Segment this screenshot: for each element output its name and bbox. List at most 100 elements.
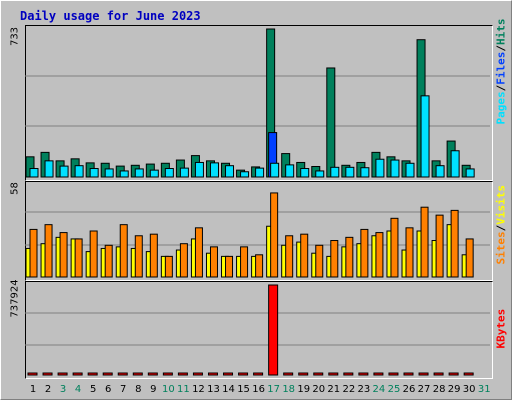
pages-bar-28 xyxy=(435,165,445,178)
pages-bar-22 xyxy=(345,166,355,178)
kbytes-bar-17 xyxy=(268,284,279,376)
sites-bar-18 xyxy=(285,235,294,278)
sites-bar-28 xyxy=(435,214,444,278)
day-tick-label-28: 28 xyxy=(433,384,446,395)
kbytes-bar-19 xyxy=(298,372,309,376)
sites-bar-2 xyxy=(44,224,53,278)
day-tick-label-23: 23 xyxy=(358,384,371,395)
sites-bar-11 xyxy=(179,243,188,278)
pages-bar-18 xyxy=(285,164,295,178)
pages-bar-24 xyxy=(375,158,385,178)
hits-panel xyxy=(25,25,493,181)
sites-bar-12 xyxy=(194,227,203,278)
kbytes-bar-22 xyxy=(343,372,354,376)
pages-bar-12 xyxy=(194,161,204,178)
sites-bar-3 xyxy=(59,232,68,278)
day-tick-label-6: 6 xyxy=(105,384,111,395)
day-tick-label-12: 12 xyxy=(192,384,205,395)
day-tick-label-24: 24 xyxy=(373,384,386,395)
pages-bar-2 xyxy=(44,160,54,178)
pages-bar-13 xyxy=(209,162,219,178)
pages-bar-23 xyxy=(360,167,370,178)
pages-bar-26 xyxy=(405,162,415,178)
pages-bar-29 xyxy=(450,150,460,178)
kbytes-bar-12 xyxy=(192,372,203,376)
day-tick-label-10: 10 xyxy=(162,384,175,395)
kbytes-bar-5 xyxy=(87,372,98,376)
day-tick-label-25: 25 xyxy=(388,384,401,395)
kbytes-bar-13 xyxy=(207,372,218,376)
sites-bar-22 xyxy=(345,236,354,278)
kbytes-bar-11 xyxy=(177,372,188,376)
sites-bar-9 xyxy=(149,233,158,278)
pages-bar-17 xyxy=(270,162,280,178)
sites-bar-21 xyxy=(330,240,339,278)
day-tick-label-17: 17 xyxy=(267,384,280,395)
day-tick-label-15: 15 xyxy=(237,384,250,395)
sites-bar-29 xyxy=(450,209,459,278)
day-tick-label-2: 2 xyxy=(45,384,51,395)
pages-bar-25 xyxy=(390,159,400,178)
pages-bar-30 xyxy=(465,168,475,178)
day-tick-label-31: 31 xyxy=(478,384,491,395)
kbytes-bar-23 xyxy=(358,372,369,376)
pages-bar-20 xyxy=(315,170,325,178)
kbytes-bar-25 xyxy=(388,372,399,376)
day-tick-label-7: 7 xyxy=(120,384,126,395)
pages-bar-4 xyxy=(74,165,84,178)
day-tick-label-3: 3 xyxy=(60,384,66,395)
day-tick-label-19: 19 xyxy=(297,384,310,395)
kbytes-bar-16 xyxy=(253,372,264,376)
pages-bar-27 xyxy=(420,95,430,178)
sites-bar-27 xyxy=(420,206,429,278)
kbytes-bar-4 xyxy=(72,372,83,376)
day-tick-label-30: 30 xyxy=(463,384,476,395)
sites-bar-23 xyxy=(360,228,369,278)
kbytes-bar-30 xyxy=(463,372,474,376)
kbytes-bar-14 xyxy=(223,372,234,376)
kbytes-bar-2 xyxy=(42,372,53,376)
sites-bar-24 xyxy=(375,232,384,278)
day-tick-label-13: 13 xyxy=(207,384,220,395)
day-tick-label-22: 22 xyxy=(342,384,355,395)
pages-bar-15 xyxy=(240,171,250,178)
kbytes-bar-28 xyxy=(433,372,444,376)
kbytes-bar-29 xyxy=(448,372,459,376)
sites-bar-30 xyxy=(465,238,474,278)
sites-bar-25 xyxy=(390,217,399,278)
day-tick-label-20: 20 xyxy=(312,384,325,395)
kbytes-bar-15 xyxy=(238,372,249,376)
day-tick-label-11: 11 xyxy=(177,384,190,395)
sites-bar-10 xyxy=(164,255,173,278)
pages-bar-10 xyxy=(164,168,174,178)
sites-bar-8 xyxy=(134,235,143,278)
day-tick-label-8: 8 xyxy=(135,384,141,395)
sites-bar-1 xyxy=(29,228,38,278)
kbytes-bar-9 xyxy=(147,372,158,376)
kbytes-bar-20 xyxy=(313,372,324,376)
pages-bar-1 xyxy=(29,168,39,178)
day-tick-label-29: 29 xyxy=(448,384,461,395)
sites-bar-19 xyxy=(300,233,309,278)
pages-bar-5 xyxy=(89,168,99,178)
kbytes-bar-24 xyxy=(373,372,384,376)
hits-bar-21 xyxy=(326,67,336,178)
pages-bar-3 xyxy=(59,165,69,178)
kbytes-bar-18 xyxy=(283,372,294,376)
kbytes-bar-6 xyxy=(102,372,113,376)
pages-bar-9 xyxy=(149,169,159,178)
day-tick-label-18: 18 xyxy=(282,384,295,395)
day-tick-label-5: 5 xyxy=(90,384,96,395)
day-tick-label-9: 9 xyxy=(150,384,156,395)
sites-bar-15 xyxy=(240,246,249,278)
pages-bar-7 xyxy=(119,170,129,178)
kbytes-panel xyxy=(25,281,493,379)
kbytes-bar-8 xyxy=(132,372,143,376)
sites-bar-20 xyxy=(315,244,324,278)
pages-bar-14 xyxy=(225,165,235,178)
day-tick-label-26: 26 xyxy=(403,384,416,395)
kbytes-bar-3 xyxy=(57,372,68,376)
chart-title: Daily usage for June 2023 xyxy=(20,9,201,23)
sites-bar-4 xyxy=(74,238,83,278)
